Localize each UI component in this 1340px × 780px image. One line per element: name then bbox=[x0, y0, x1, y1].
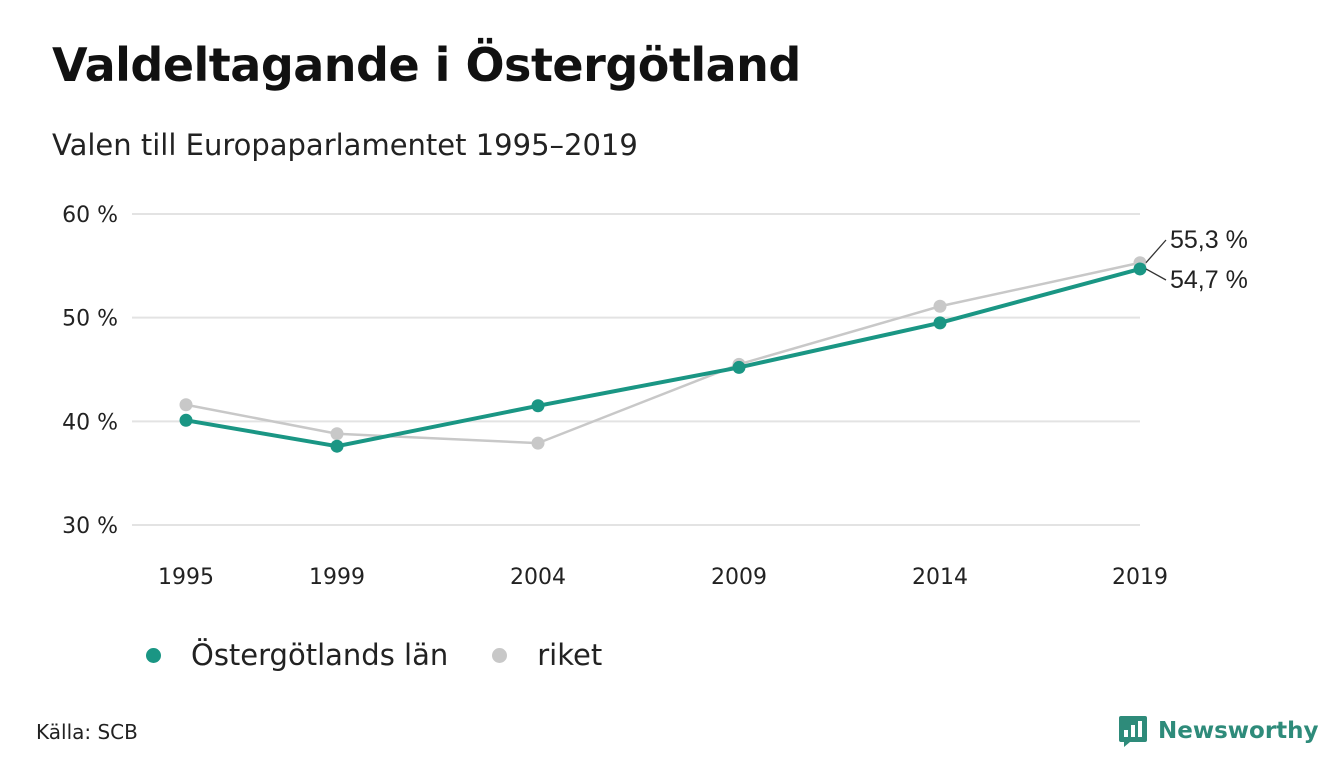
legend-marker-ostergotland bbox=[146, 647, 161, 663]
y-tick-label: 40 % bbox=[62, 410, 118, 435]
legend: Östergötlands län riket bbox=[146, 638, 646, 672]
series-line bbox=[185, 267, 1141, 449]
data-point bbox=[933, 316, 947, 330]
data-point bbox=[330, 427, 344, 441]
x-tick-label: 1999 bbox=[309, 565, 365, 590]
data-point bbox=[179, 398, 193, 412]
y-tick-label: 50 % bbox=[62, 307, 118, 332]
end-value-labels: 55,3 % 54,7 % bbox=[1145, 226, 1248, 294]
brand-logo[interactable]: Newsworthy bbox=[1118, 714, 1319, 748]
legend-label-riket: riket bbox=[537, 638, 603, 672]
x-tick-label: 1995 bbox=[158, 565, 214, 590]
label-leader-line bbox=[1145, 268, 1167, 281]
label-leader-line bbox=[1145, 239, 1167, 264]
gridlines bbox=[132, 213, 1140, 526]
data-point bbox=[933, 299, 947, 313]
legend-marker-riket bbox=[492, 647, 508, 663]
x-tick-label: 2004 bbox=[510, 565, 566, 590]
x-axis-tick-labels: 1995 1999 2004 2009 2014 2019 bbox=[158, 565, 1168, 590]
data-point bbox=[732, 360, 746, 374]
y-tick-label: 60 % bbox=[62, 203, 118, 228]
chart-subtitle: Valen till Europaparlamentet 1995–2019 bbox=[52, 128, 638, 162]
data-point bbox=[330, 439, 344, 453]
data-point bbox=[179, 413, 193, 427]
end-value-label: 54,7 % bbox=[1170, 266, 1248, 294]
legend-item-ostergotland: Östergötlands län bbox=[146, 638, 448, 672]
x-tick-label: 2009 bbox=[711, 565, 767, 590]
source-note: Källa: SCB bbox=[36, 720, 138, 744]
chart-title: Valdeltagande i Östergötland bbox=[52, 38, 801, 92]
series-line bbox=[185, 261, 1141, 445]
series-ostergotland bbox=[179, 262, 1147, 453]
x-tick-label: 2019 bbox=[1112, 565, 1168, 590]
data-point bbox=[1133, 262, 1147, 276]
x-tick-label: 2014 bbox=[912, 565, 968, 590]
data-point bbox=[531, 399, 545, 413]
brand-name: Newsworthy bbox=[1158, 718, 1319, 744]
newsworthy-logo-icon bbox=[1119, 716, 1147, 747]
legend-label-ostergotland: Östergötlands län bbox=[191, 638, 449, 672]
legend-item-riket: riket bbox=[492, 638, 602, 672]
series-layer bbox=[179, 256, 1147, 453]
y-tick-label: 30 % bbox=[62, 514, 118, 539]
data-point bbox=[531, 436, 545, 450]
y-axis-tick-labels: 30 % 40 % 50 % 60 % bbox=[62, 203, 118, 539]
end-value-label: 55,3 % bbox=[1170, 226, 1248, 254]
